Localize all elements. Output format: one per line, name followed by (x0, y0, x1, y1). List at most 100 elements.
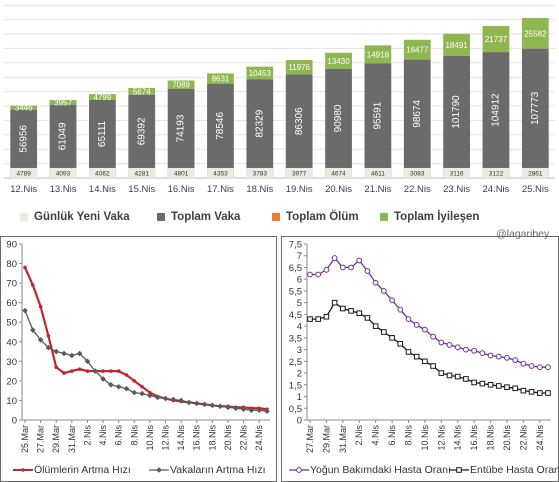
left-legend-item-0: Ölümlerin Artma Hızı (12, 464, 131, 476)
data-point-1 (162, 395, 169, 402)
x-tick-label: 29.Mar (321, 425, 331, 453)
y-tick-label: 5,5 (289, 286, 302, 297)
data-point-0 (463, 346, 469, 353)
data-point-0 (471, 347, 478, 354)
data-point-1 (154, 394, 161, 401)
data-point-1 (307, 316, 313, 322)
data-point-0 (54, 365, 59, 369)
data-point-1 (381, 329, 387, 335)
data-point-1 (372, 323, 379, 329)
bar-total-cases (89, 99, 116, 178)
data-point-1 (201, 401, 208, 408)
data-point-0 (101, 369, 105, 373)
stacked-bar-chart: 4789 56956 3446 12.Nis 4093 61049 3957 13.Nis 40… (4, 4, 555, 195)
legend-item-2: Toplam Ölüm (272, 211, 359, 223)
x-tick-label: 6.Nis (387, 425, 397, 446)
data-point-0 (421, 326, 428, 333)
data-point-1 (487, 382, 494, 388)
x-tick-label: 4.Nis (371, 425, 381, 446)
x-tick-label: 20.Nis (325, 184, 352, 195)
bar-daily-new (443, 168, 470, 178)
data-point-1 (397, 340, 404, 347)
label-recovered: 3446 (15, 104, 33, 113)
label-daily-new: 4353 (213, 171, 228, 178)
data-point-1 (115, 383, 122, 390)
right-legend-item-0: Yoğun Bakımdaki Hasta Oranı (288, 464, 451, 476)
legend-swatch-1 (157, 213, 165, 221)
data-point-1 (139, 390, 145, 397)
data-point-1 (331, 299, 338, 306)
x-tick-label: 10.Nis (420, 425, 430, 451)
bar-total-cases (246, 79, 274, 178)
x-tick-label: 31.Mar (338, 425, 348, 453)
series-line-0 (310, 257, 548, 368)
data-point-1 (471, 379, 477, 386)
y-tick-label: 6,5 (289, 263, 302, 274)
y-tick-label: 6 (297, 275, 302, 286)
data-point-0 (70, 369, 74, 373)
y-tick-label: 4 (297, 322, 302, 333)
data-point-0 (148, 390, 152, 395)
y-tick-label: 0 (12, 416, 17, 427)
label-daily-new: 4093 (56, 171, 71, 178)
data-point-1 (323, 313, 330, 320)
legend-item-3: Toplam İyileşen (380, 211, 479, 223)
data-point-1 (340, 305, 346, 312)
data-point-1 (512, 385, 518, 392)
left-legend-label-1: Vakaların Artma Hızı (170, 464, 266, 476)
label-daily-new: 4789 (16, 171, 31, 178)
series-line-0 (23, 267, 268, 411)
y-tick-label: 80 (6, 259, 17, 270)
x-tick-label: 27.Mar (36, 425, 46, 453)
data-point-0 (339, 264, 346, 271)
bar-total-cases (521, 48, 549, 179)
y-tick-label: 20 (6, 376, 17, 387)
data-point-1 (479, 380, 486, 387)
data-point-1 (45, 344, 52, 351)
label-total-cases: 104912 (491, 93, 502, 127)
data-point-1 (422, 358, 428, 365)
bar-recovered (49, 99, 77, 105)
x-tick-label: 12.Nis (161, 425, 171, 451)
y-tick-label: 90 (6, 240, 17, 251)
x-tick-label: 10.Nis (145, 425, 155, 451)
label-recovered: 21737 (485, 35, 508, 44)
data-point-0 (38, 304, 43, 309)
y-tick-label: 40 (6, 337, 17, 348)
label-daily-new: 4281 (135, 171, 150, 178)
right-legend-item-1: Entübe Hasta Oranı (448, 464, 559, 476)
bar-daily-new (403, 168, 431, 178)
y-tick-label: 1,5 (289, 380, 302, 391)
data-point-1 (193, 400, 200, 407)
label-total-cases: 74193 (176, 114, 187, 142)
right-legend-label-0: Yoğun Bakımdaki Hasta Oranı (310, 464, 451, 476)
x-tick-label: 12.Nis (10, 184, 37, 195)
y-tick-label: 5 (297, 298, 302, 309)
data-point-1 (256, 407, 262, 414)
bar-total-cases (167, 88, 195, 178)
x-tick-label: 25.Mar (20, 425, 30, 453)
data-point-0 (315, 271, 322, 278)
data-point-1 (545, 390, 551, 396)
data-point-1 (446, 372, 453, 379)
data-point-1 (520, 387, 527, 394)
bar-total-cases (10, 109, 38, 178)
data-point-0 (31, 283, 35, 287)
x-tick-label: 29.Mar (51, 425, 61, 453)
bar-daily-new (521, 168, 549, 178)
left-line-chart: 0 10 20 30 40 50 60 70 80 90 25.Mar 27.Mar 29.Mar 31.… (6, 240, 270, 453)
data-point-1 (248, 407, 255, 414)
label-daily-new: 4611 (371, 171, 385, 178)
label-total-cases: 82329 (254, 109, 265, 137)
data-point-1 (495, 383, 502, 389)
data-point-0 (348, 264, 354, 271)
y-tick-label: 7,5 (289, 240, 302, 251)
label-daily-new: 2861 (528, 171, 543, 178)
x-tick-label: 18.Nis (486, 425, 496, 451)
data-point-0 (307, 271, 313, 278)
bar-recovered (364, 45, 392, 64)
bar-recovered (246, 66, 274, 80)
data-point-0 (124, 373, 129, 377)
label-recovered: 4799 (93, 93, 111, 102)
data-point-1 (69, 352, 75, 359)
